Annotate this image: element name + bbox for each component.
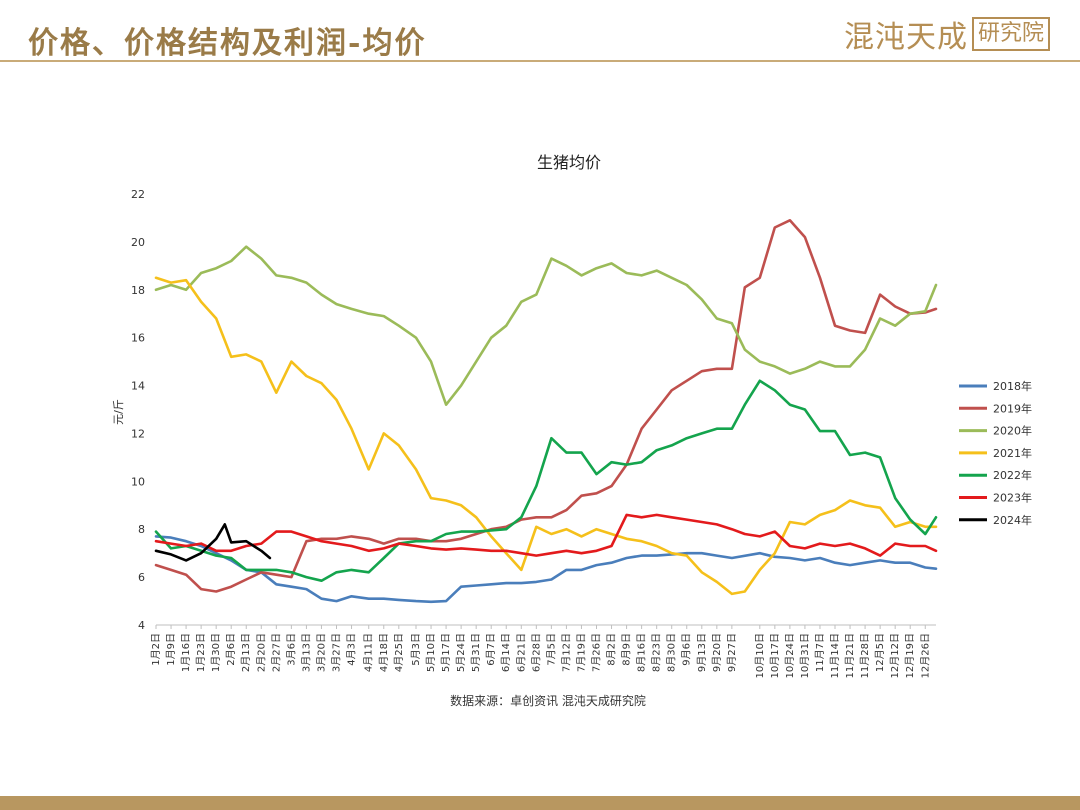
series-line-2021年 (154, 276, 938, 596)
x-tick-label: 3月13日 (300, 633, 312, 672)
y-axis: 4 6 8 10 12 14 16 18 20 22 (131, 188, 145, 632)
x-tick-label: 10月17日 (769, 633, 781, 678)
y-axis-label: 元/斤 (112, 399, 125, 425)
series-lines (154, 219, 938, 604)
x-tick-label: 7月26日 (590, 633, 602, 672)
y-tick-label: 12 (131, 427, 145, 440)
y-tick-label: 20 (131, 236, 145, 249)
x-axis: 1月2日 1月9日 1月16日 1月23日 1月30日 2月6日 2月13日 2月20日 2月2… (150, 624, 936, 678)
x-tick-label: 1月16日 (180, 633, 192, 672)
y-tick-label: 4 (138, 619, 145, 632)
x-tick-label: 3月27日 (330, 633, 342, 672)
y-tick-label: 18 (131, 284, 145, 297)
x-tick-label: 5月17日 (440, 633, 452, 672)
price-line-chart: 生猪均价 4 6 8 10 12 14 16 18 20 22 元/斤 1月2日 1月9日 1月16日… (112, 153, 1032, 708)
x-tick-label: 2月6日 (225, 633, 237, 666)
logo-box-text: 研究院 (972, 17, 1051, 51)
x-tick-label: 9月13日 (696, 633, 708, 672)
chart-title: 生猪均价 (537, 153, 601, 172)
legend-label: 2018年 (993, 379, 1032, 393)
y-tick-label: 22 (131, 188, 145, 201)
x-tick-label: 10月24日 (784, 633, 796, 678)
x-tick-label: 6月14日 (500, 633, 512, 672)
x-tick-label: 1月30日 (210, 633, 222, 672)
x-tick-label: 12月12日 (889, 633, 901, 678)
brand-logo: 混沌天成 研究院 (844, 14, 1051, 55)
x-tick-label: 6月21日 (515, 633, 527, 672)
x-tick-label: 9月27日 (726, 633, 738, 672)
x-tick-label: 7月5日 (545, 633, 557, 666)
legend-label: 2022年 (993, 468, 1032, 482)
x-tick-label: 4月25日 (393, 633, 405, 672)
series-line-2018年 (154, 535, 938, 604)
x-tick-label: 8月23日 (651, 633, 663, 672)
x-tick-label: 2月20日 (255, 633, 267, 672)
x-tick-label: 11月14日 (829, 633, 841, 678)
legend-label: 2020年 (993, 424, 1032, 438)
legend-label: 2024年 (993, 513, 1032, 527)
footer-bar (0, 796, 1080, 810)
x-tick-label: 10月10日 (754, 633, 766, 678)
y-tick-label: 10 (131, 475, 145, 488)
x-tick-label: 2月27日 (270, 633, 282, 672)
series-line-2019年 (154, 219, 938, 593)
legend-label: 2023年 (993, 491, 1032, 505)
x-tick-label: 10月31日 (799, 633, 811, 678)
x-tick-label: 8月16日 (636, 633, 648, 672)
x-tick-label: 12月19日 (904, 633, 916, 678)
x-tick-label: 8月9日 (621, 633, 633, 666)
x-tick-label: 9月20日 (711, 633, 723, 672)
x-tick-label: 4月18日 (378, 633, 390, 672)
x-tick-label: 1月9日 (165, 633, 177, 666)
x-tick-label: 7月19日 (575, 633, 587, 672)
legend: 2018年 2019年 2020年 2021年 2022年 2023年 2024年 (959, 379, 1032, 527)
series-line-2022年 (154, 379, 938, 582)
x-tick-label: 8月2日 (606, 633, 618, 666)
y-tick-label: 14 (131, 380, 145, 393)
x-tick-label: 6月7日 (485, 633, 497, 666)
x-tick-label: 7月12日 (560, 633, 572, 672)
source-note: 数据来源：卓创资讯 混沌天成研究院 (450, 693, 646, 708)
x-tick-label: 9月6日 (681, 633, 693, 666)
x-tick-label: 11月21日 (844, 633, 856, 678)
x-tick-label: 5月10日 (425, 633, 437, 672)
x-tick-label: 4月3日 (346, 633, 358, 666)
y-tick-label: 8 (138, 523, 145, 536)
x-tick-label: 5月24日 (455, 633, 467, 672)
page-title: 价格、价格结构及利润-均价 (28, 26, 427, 61)
series-line-2020年 (154, 245, 938, 406)
series-line-2023年 (154, 513, 938, 557)
x-tick-label: 12月5日 (874, 633, 886, 672)
x-tick-label: 11月28日 (859, 633, 871, 678)
x-tick-label: 11月7日 (814, 633, 826, 672)
x-tick-label: 5月31日 (470, 633, 482, 672)
x-tick-label: 3月6日 (285, 633, 297, 666)
x-tick-label: 6月28日 (530, 633, 542, 672)
header-divider (0, 60, 1080, 62)
x-tick-label: 4月11日 (363, 633, 375, 672)
x-tick-label: 12月26日 (919, 633, 931, 678)
legend-label: 2021年 (993, 446, 1032, 460)
x-tick-label: 8月30日 (666, 633, 678, 672)
x-tick-label: 2月13日 (240, 633, 252, 672)
x-tick-label: 3月20日 (315, 633, 327, 672)
series-line-2024年 (154, 523, 272, 562)
logo-script-text: 混沌天成 (844, 20, 968, 55)
y-tick-label: 6 (138, 571, 145, 584)
y-tick-label: 16 (131, 332, 145, 345)
x-tick-label: 1月23日 (195, 633, 207, 672)
x-tick-label: 1月2日 (150, 633, 162, 666)
x-tick-label: 5月3日 (410, 633, 422, 666)
legend-label: 2019年 (993, 401, 1032, 415)
